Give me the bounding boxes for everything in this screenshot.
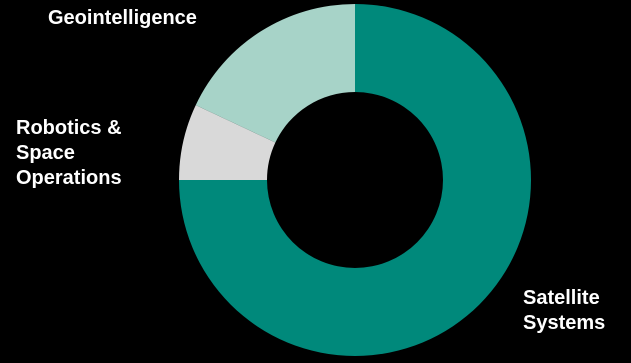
slice-label-satellite-systems: Satellite Systems xyxy=(523,287,606,334)
slice-label-robotics-space-operations: Robotics & Space Operations xyxy=(16,117,122,189)
slice-geointelligence xyxy=(195,4,355,143)
slice-label-geointelligence: Geointelligence xyxy=(48,7,197,29)
slice-robotics-space-operations xyxy=(179,105,276,180)
slice-satellite-systems xyxy=(179,4,531,356)
